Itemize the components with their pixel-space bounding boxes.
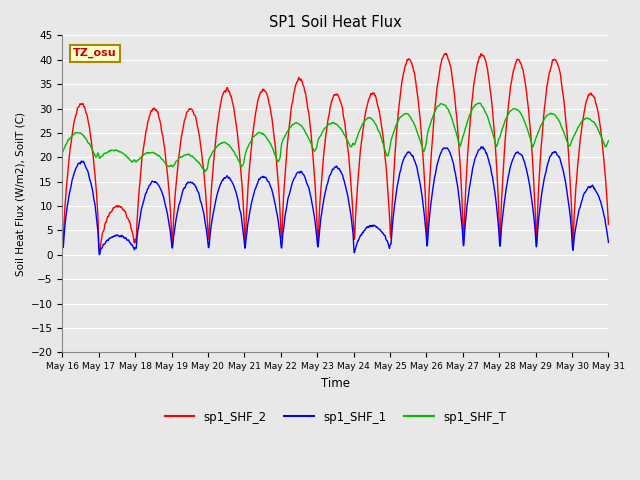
sp1_SHF_T [166,163,174,168]
sp1_SHF_T [541,116,548,122]
sp1_SHF_2 [58,230,66,236]
Line: sp1_SHF_1: sp1_SHF_1 [62,147,609,255]
sp1_SHF_1 [167,233,175,239]
sp1_SHF_1 [541,175,548,181]
sp1_SHF_1 [492,200,500,205]
sp1_SHF_T [58,150,66,156]
Text: TZ_osu: TZ_osu [73,48,117,58]
sp1_SHF_T [475,100,483,106]
sp1_SHF_T [180,153,188,158]
sp1_SHF_T [241,151,249,157]
sp1_SHF_1 [477,144,485,150]
sp1_SHF_2 [605,222,612,228]
sp1_SHF_2 [241,238,249,244]
sp1_SHF_1 [605,240,612,245]
sp1_SHF_1 [95,252,103,258]
X-axis label: Time: Time [321,377,350,390]
sp1_SHF_2 [442,50,450,56]
sp1_SHF_T [605,138,612,144]
Title: SP1 Soil Heat Flux: SP1 Soil Heat Flux [269,15,402,30]
sp1_SHF_2 [492,156,500,162]
sp1_SHF_T [492,144,500,149]
sp1_SHF_2 [420,175,428,180]
Line: sp1_SHF_2: sp1_SHF_2 [62,53,609,251]
sp1_SHF_2 [167,216,175,221]
sp1_SHF_1 [180,185,188,191]
sp1_SHF_1 [58,238,66,243]
sp1_SHF_2 [541,106,548,111]
sp1_SHF_1 [420,213,428,218]
sp1_SHF_2 [180,120,188,126]
sp1_SHF_1 [241,245,249,251]
sp1_SHF_T [201,168,209,174]
sp1_SHF_2 [95,248,103,254]
sp1_SHF_T [420,147,428,153]
Y-axis label: Soil Heat Flux (W/m2), SoilT (C): Soil Heat Flux (W/m2), SoilT (C) [15,112,25,276]
Legend: sp1_SHF_2, sp1_SHF_1, sp1_SHF_T: sp1_SHF_2, sp1_SHF_1, sp1_SHF_T [160,406,511,428]
Line: sp1_SHF_T: sp1_SHF_T [62,103,609,171]
